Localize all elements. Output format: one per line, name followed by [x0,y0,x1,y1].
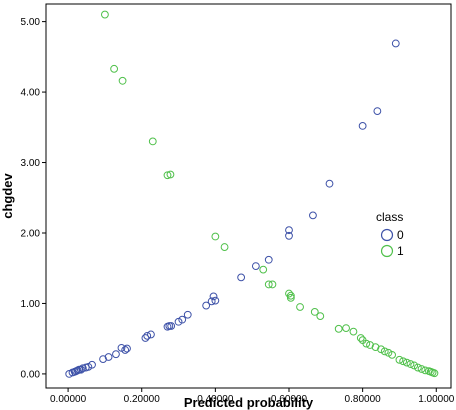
data-point-class-1 [399,357,408,366]
data-point-class-0 [104,353,113,361]
y-axis-ticks: 0.00 1.00 2.00 3.00 4.00 5.00 [21,17,46,380]
data-point-class-0 [84,362,93,371]
x-axis-title: Predicted probability [184,395,314,410]
data-point-class-0 [285,231,293,240]
data-point-class-0 [202,301,211,310]
data-point-class-0 [309,211,317,220]
data-point-class-1 [110,64,119,73]
y-tick-label: 2.00 [21,228,41,239]
data-point-class-1 [366,341,374,349]
data-point-class-1 [166,170,175,179]
data-point-class-1 [377,345,385,354]
data-point-class-1 [118,76,127,85]
data-point-class-0 [141,334,150,342]
data-point-class-1 [362,339,371,348]
data-point-class-0 [373,107,382,115]
legend-marker-class-1 [380,244,394,258]
y-tick-label: 5.00 [21,17,41,28]
data-point-class-0 [207,297,216,306]
data-point-class-1 [342,324,350,333]
data-point-class-1 [259,265,268,274]
data-point-class-1 [316,312,325,321]
data-point-class-1 [211,232,220,241]
data-point-class-1 [413,363,422,372]
data-point-class-1 [286,291,295,300]
data-point-class-1 [163,171,172,180]
y-tick-label: 0.00 [21,369,41,380]
x-tick-label: 1.00000 [418,394,455,405]
legend-title: class [376,210,403,224]
data-point-class-0 [123,344,131,353]
x-tick-label: 0.20000 [124,394,161,405]
data-point-class-0 [117,343,126,352]
legend-label-class-1: 1 [397,244,404,258]
data-point-class-1 [349,327,358,336]
data-point-class-1 [101,10,109,19]
data-point-class-1 [286,293,295,302]
data-point-class-0 [147,330,155,339]
data-point-class-1 [384,348,393,357]
data-point-class-1 [285,289,293,298]
data-point-class-1 [417,365,426,373]
data-point-class-1 [296,303,304,311]
data-point-class-0 [167,322,176,330]
data-point-class-1 [334,324,343,333]
data-point-class-0 [78,364,87,373]
data-point-class-0 [211,296,220,305]
data-point-class-0 [143,331,152,340]
data-point-class-0 [121,346,130,354]
x-tick-label: 0.00000 [50,394,87,405]
data-point-class-0 [112,350,120,359]
legend: class 0 1 [376,210,404,258]
data-point-class-1 [264,280,273,289]
data-point-class-1 [395,355,404,364]
y-tick-label: 3.00 [21,158,41,169]
data-point-class-0 [99,355,107,364]
data-point-class-0 [285,226,293,235]
data-point-class-1 [220,243,229,251]
data-point-class-1 [380,347,389,356]
data-point-class-0 [325,179,334,188]
data-point-class-1 [430,369,439,378]
data-point-class-0 [264,255,273,264]
data-point-class-1 [310,308,319,316]
data-point-class-1 [371,343,380,352]
legend-label-class-0: 0 [397,228,404,242]
data-point-class-1 [402,358,411,367]
legend-marker-class-0 [380,228,394,242]
x-axis-ticks: 0.00000 0.20000 0.40000 0.60000 0.80000 1.000… [50,388,455,405]
data-point-class-0 [391,39,400,48]
x-tick-label: 0.80000 [345,394,382,405]
data-point-class-1 [356,334,365,342]
data-point-class-0 [88,360,96,369]
y-axis-title: chgdev [0,172,15,218]
data-point-class-0 [209,292,218,301]
data-point-class-0 [77,365,85,374]
x-tick-label: 0.60000 [271,394,308,405]
data-point-class-1 [388,350,396,359]
data-points [65,10,439,378]
data-point-class-0 [178,315,187,324]
y-tick-label: 1.00 [21,299,41,310]
data-point-class-1 [406,360,415,368]
data-point-class-1 [148,137,157,146]
data-point-class-0 [358,121,367,130]
x-tick-label: 0.40000 [197,394,234,405]
y-tick-label: 4.00 [21,88,41,99]
data-point-class-0 [174,317,183,326]
data-point-class-1 [421,366,430,375]
data-point-class-1 [268,280,277,289]
data-point-class-1 [410,361,419,370]
plot-area-frame [45,3,452,389]
data-point-class-0 [183,310,192,319]
data-point-class-0 [237,273,246,282]
data-point-class-0 [251,262,260,271]
